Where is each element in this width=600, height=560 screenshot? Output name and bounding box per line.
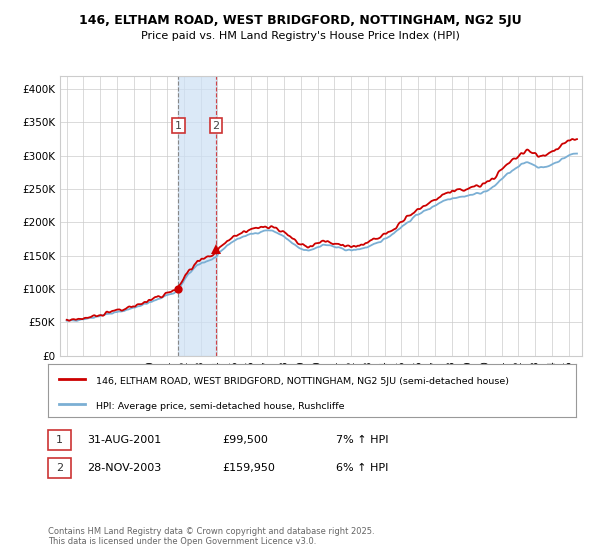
Text: 146, ELTHAM ROAD, WEST BRIDGFORD, NOTTINGHAM, NG2 5JU: 146, ELTHAM ROAD, WEST BRIDGFORD, NOTTIN… <box>79 14 521 27</box>
Bar <box>178 76 216 356</box>
Text: 7% ↑ HPI: 7% ↑ HPI <box>336 435 389 445</box>
Text: £159,950: £159,950 <box>222 463 275 473</box>
Text: 2: 2 <box>212 120 220 130</box>
Text: 2: 2 <box>56 463 63 473</box>
Text: 28-NOV-2003: 28-NOV-2003 <box>87 463 161 473</box>
Text: Price paid vs. HM Land Registry's House Price Index (HPI): Price paid vs. HM Land Registry's House … <box>140 31 460 41</box>
Text: HPI: Average price, semi-detached house, Rushcliffe: HPI: Average price, semi-detached house,… <box>95 402 344 410</box>
Text: 6% ↑ HPI: 6% ↑ HPI <box>336 463 388 473</box>
Text: 1: 1 <box>56 435 63 445</box>
Text: 146, ELTHAM ROAD, WEST BRIDGFORD, NOTTINGHAM, NG2 5JU (semi-detached house): 146, ELTHAM ROAD, WEST BRIDGFORD, NOTTIN… <box>95 376 509 385</box>
Text: £99,500: £99,500 <box>222 435 268 445</box>
Text: 1: 1 <box>175 120 182 130</box>
Text: Contains HM Land Registry data © Crown copyright and database right 2025.
This d: Contains HM Land Registry data © Crown c… <box>48 526 374 546</box>
Text: 31-AUG-2001: 31-AUG-2001 <box>87 435 161 445</box>
